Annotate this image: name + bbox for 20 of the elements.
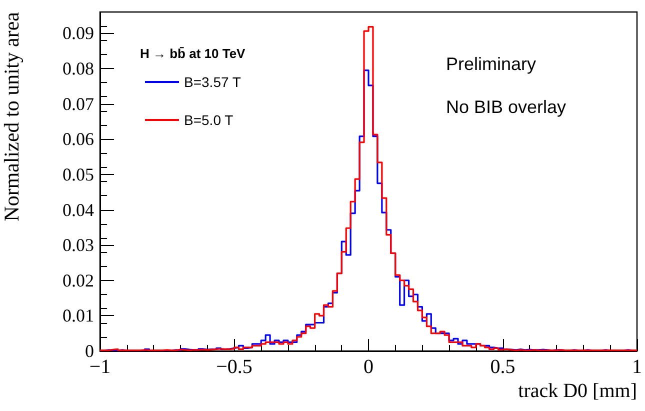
y-tick-label: 0.06 bbox=[62, 129, 94, 150]
y-tick-label: 0.08 bbox=[62, 58, 94, 78]
legend-label: B=5.0 T bbox=[184, 112, 234, 128]
y-tick-label: 0.02 bbox=[62, 270, 94, 290]
y-axis-title: Normalized to unity area bbox=[0, 11, 24, 222]
legend-title: H → bb̄ at 10 TeV bbox=[140, 46, 246, 61]
y-tick-label: 0.04 bbox=[62, 200, 94, 220]
annotation: No BIB overlay bbox=[446, 97, 566, 117]
y-tick-label: 0.09 bbox=[62, 23, 94, 44]
y-tick-label: 0.03 bbox=[62, 235, 94, 256]
x-tick-label: 1 bbox=[632, 356, 642, 378]
y-tick-label: 0.01 bbox=[62, 306, 94, 326]
y-tick-label: 0.07 bbox=[62, 94, 94, 114]
x-tick-label: 0 bbox=[364, 356, 374, 378]
annotation: Preliminary bbox=[446, 54, 536, 74]
x-axis-title: track D0 [mm] bbox=[518, 380, 637, 402]
legend-label: B=3.57 T bbox=[184, 74, 242, 90]
x-tick-label: 0.5 bbox=[490, 356, 516, 378]
y-tick-label: 0.05 bbox=[62, 164, 94, 184]
x-tick-label: −0.5 bbox=[216, 356, 252, 378]
